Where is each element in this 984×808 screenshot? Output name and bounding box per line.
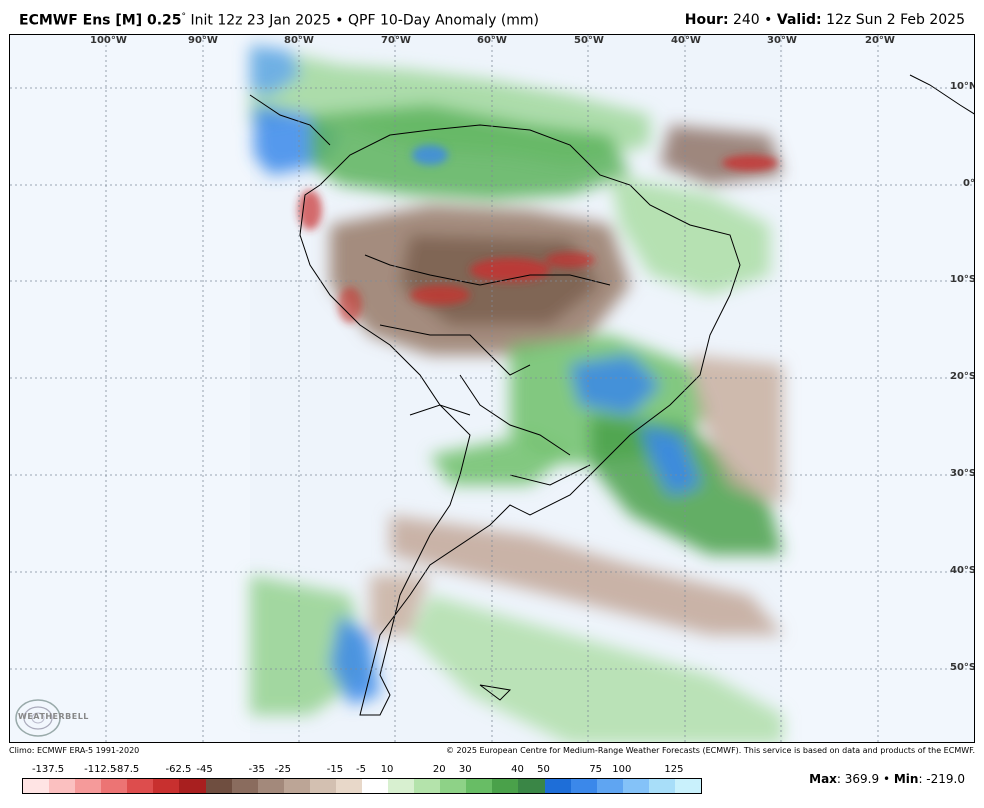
lon-label: 50°W [574, 35, 604, 46]
valid-separator: • [759, 12, 777, 28]
lon-label: 20°W [865, 35, 895, 46]
colorbar-tick-label: -137.5 [31, 764, 65, 775]
colorbar-swatch [23, 779, 50, 793]
colorbar-tick-label: 75 [589, 764, 603, 775]
climo-credit: Climo: ECMWF ERA-5 1991-2020 [9, 746, 140, 755]
lon-label: 40°W [671, 35, 701, 46]
colorbar-swatch [205, 779, 232, 793]
colorbar-tick-label: -62.5 [165, 764, 192, 775]
colorbar-swatch [335, 779, 363, 793]
logo-swirl-icon [15, 699, 61, 737]
product-name: QPF 10-Day Anomaly (mm) [348, 12, 540, 29]
valid-time-title: Hour: 240 • Valid: 12z Sun 2 Feb 2025 [685, 12, 965, 28]
colorbar-swatch [101, 779, 128, 793]
colorbar-tick-label: -87.5 [113, 764, 140, 775]
map-panel: 100°W 90°W 80°W 70°W 60°W 50°W 40°W 30°W… [9, 34, 975, 743]
lon-label: 60°W [477, 35, 507, 46]
colorbar-tick-label: -25 [274, 764, 291, 775]
colorbar-tick-label: -45 [196, 764, 213, 775]
colorbar-tick-label: 20 [432, 764, 446, 775]
colorbar-swatch [49, 779, 76, 793]
colorbar-swatch [414, 779, 441, 793]
max-label: Max [809, 772, 837, 786]
stats-separator: • [879, 772, 894, 786]
colorbar-swatch [440, 779, 467, 793]
colorbar-swatch [179, 779, 206, 793]
colorbar-swatch [153, 779, 180, 793]
colorbar-swatch [674, 779, 702, 793]
min-value: : -219.0 [918, 772, 965, 786]
init-time: Init 12z 23 Jan 2025 [186, 12, 331, 29]
map-title: ECMWF Ens [M] 0.25° Init 12z 23 Jan 2025… [19, 12, 539, 29]
colorbar [22, 778, 702, 794]
colorbar-swatch [648, 779, 675, 793]
logo-text: WEATHERBELL [18, 712, 89, 721]
colorbar-swatch [283, 779, 310, 793]
colorbar-tick-label: 10 [380, 764, 394, 775]
hour-value: 240 [728, 12, 760, 28]
coastlines [249, 74, 974, 716]
colorbar-tick-label: 125 [664, 764, 684, 775]
lat-label: 10°S [950, 274, 975, 285]
colorbar-tick-label: -112.5 [84, 764, 117, 775]
colorbar-swatch [231, 779, 258, 793]
precip-anomaly-map [10, 35, 974, 742]
colorbar-swatch [257, 779, 284, 793]
lon-label: 30°W [767, 35, 797, 46]
lon-label: 80°W [284, 35, 314, 46]
colorbar-tick-label: -5 [356, 764, 366, 775]
max-value: : 369.9 [836, 772, 880, 786]
colorbar-swatch [622, 779, 649, 793]
weatherbell-logo: WEATHERBELL [12, 696, 98, 740]
hour-label: Hour: [684, 12, 729, 28]
lat-label: 20°S [950, 371, 975, 382]
colorbar-swatch [466, 779, 493, 793]
valid-label: Valid: [776, 12, 822, 28]
colorbar-swatch [544, 779, 571, 793]
lat-label: 40°S [950, 565, 975, 576]
colorbar-tick-label: 40 [511, 764, 524, 775]
degree-sign: ° [181, 12, 187, 22]
lat-label: 30°S [950, 468, 975, 479]
graticule [10, 35, 974, 742]
lon-label: 70°W [381, 35, 411, 46]
lat-label: 10°N [950, 81, 975, 92]
colorbar-swatch [362, 779, 389, 793]
colorbar-swatch [127, 779, 154, 793]
valid-value: 12z Sun 2 Feb 2025 [821, 12, 965, 28]
lon-label: 90°W [188, 35, 218, 46]
colorbar-tick-label: 50 [537, 764, 550, 775]
min-label: Min [893, 772, 919, 786]
header: ECMWF Ens [M] 0.25° Init 12z 23 Jan 2025… [0, 0, 984, 34]
copyright-credit: © 2025 European Centre for Medium-Range … [446, 746, 975, 755]
max-min-stats: Max: 369.9 • Min: -219.0 [809, 772, 965, 786]
colorbar-tick-label: 30 [458, 764, 472, 775]
lat-label: 0° [963, 178, 975, 189]
colorbar-swatch [492, 779, 519, 793]
lat-label: 50°S [950, 662, 975, 673]
colorbar-swatch [518, 779, 545, 793]
colorbar-legend: -137.5 -112.5 -87.5 -62.5 -45 -35 -25 -15 -5 10 20… [22, 764, 702, 796]
colorbar-swatch [388, 779, 415, 793]
colorbar-tick-label: -15 [326, 764, 344, 775]
colorbar-swatch [309, 779, 336, 793]
colorbar-tick-label: -35 [248, 764, 265, 775]
colorbar-swatch [75, 779, 102, 793]
colorbar-swatch [596, 779, 623, 793]
model-name: ECMWF Ens [M] 0.25 [19, 12, 182, 29]
anomaly-hotspots [298, 145, 778, 323]
title-separator: • [330, 12, 349, 29]
colorbar-swatch [570, 779, 597, 793]
lon-label: 100°W [90, 35, 127, 46]
colorbar-tick-label: 100 [612, 764, 632, 775]
